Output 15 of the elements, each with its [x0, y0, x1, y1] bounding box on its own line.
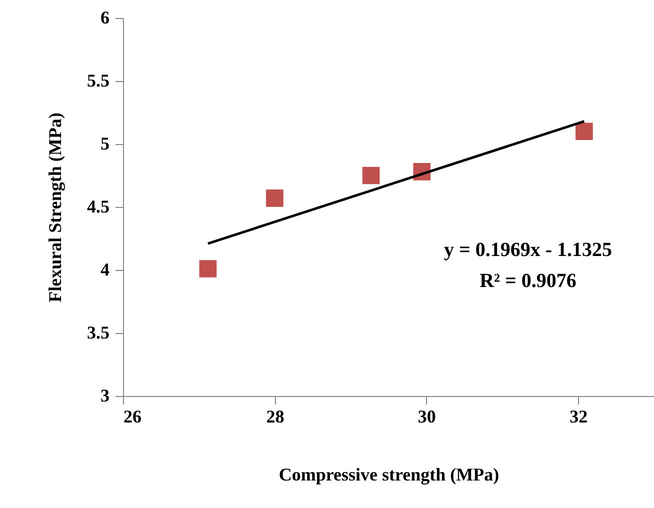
annotation: R² = 0.9076	[480, 270, 576, 292]
y-tick-label: 3.5	[87, 322, 110, 342]
x-tick-label: 26	[124, 406, 142, 426]
x-axis-title: Compressive strength (MPa)	[278, 464, 500, 484]
x-tick-label: 32	[570, 406, 588, 426]
y-tick-label: 4	[100, 260, 110, 280]
y-tick-label: 5	[100, 134, 110, 154]
y-tick-label: 3	[100, 386, 110, 406]
annotation: y = 0.1969x - 1.1325	[444, 239, 612, 261]
y-axis-title: Flexural Strength (MPa)	[45, 112, 65, 302]
y-tick-label: 4.5	[87, 196, 110, 216]
x-tick-label: 28	[266, 406, 284, 426]
y-tick-label: 5.5	[87, 70, 110, 90]
x-tick-label: 30	[418, 406, 436, 426]
y-tick-label: 6	[100, 8, 110, 28]
